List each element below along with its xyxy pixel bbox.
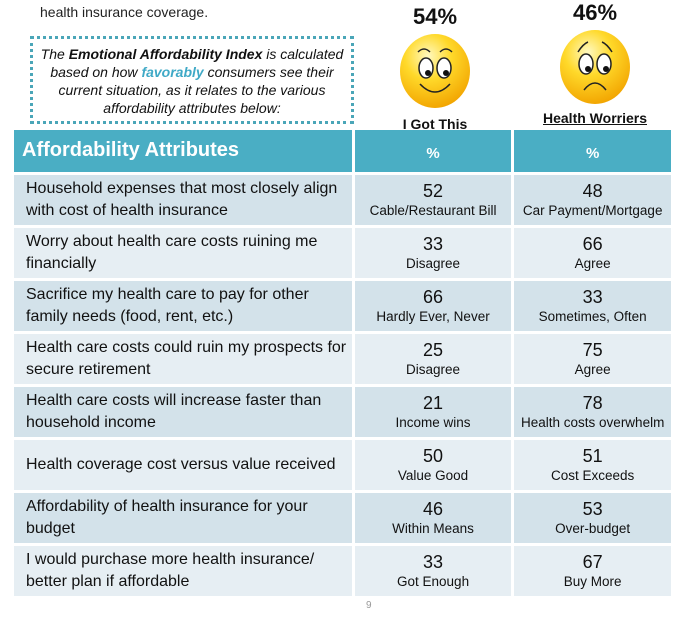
attribute-label: Health care costs will increase faster t…	[14, 385, 355, 440]
favorably-highlight: favorably	[141, 64, 204, 80]
i-got-this-value: 52 Cable/Restaurant Bill	[353, 173, 515, 228]
health-worriers-value: 66 Agree	[512, 226, 674, 281]
value-number: 66	[423, 286, 444, 307]
value-number: 66	[582, 233, 603, 254]
affordability-table: Affordability Attributes % % Household e…	[14, 130, 674, 599]
health-worriers-value: 78 Health costs overwhelm	[512, 385, 674, 440]
value-caption: Got Enough	[397, 573, 470, 589]
attribute-label: Sacrifice my health care to pay for othe…	[14, 279, 355, 334]
group-health-worriers: 46% Health Worriers	[515, 0, 675, 126]
value-caption: Health costs overwhelm	[521, 414, 665, 430]
table-row: Affordability of health insurance for yo…	[14, 491, 674, 546]
health-worriers-value: 33 Sometimes, Often	[512, 279, 674, 334]
info-text: consumers see their current situation, a…	[58, 64, 334, 116]
health-worriers-value: 75 Agree	[512, 332, 674, 387]
info-box: The Emotional Affordability Index is cal…	[30, 36, 354, 124]
group-label: I Got This	[402, 116, 468, 132]
value-number: 53	[582, 498, 603, 519]
worried-face-icon	[560, 30, 630, 104]
i-got-this-value: 33 Disagree	[353, 226, 515, 281]
group-percent: 54%	[412, 4, 458, 29]
attribute-label: Household expenses that most closely ali…	[14, 173, 355, 228]
value-number: 75	[582, 339, 603, 360]
value-number: 78	[582, 392, 603, 413]
value-caption: Disagree	[406, 255, 461, 271]
value-caption: Within Means	[392, 520, 474, 536]
value-caption: Agree	[574, 255, 611, 271]
cut-off-text: health insurance coverage.	[40, 4, 209, 20]
i-got-this-value: 21 Income wins	[353, 385, 515, 440]
value-caption: Income wins	[395, 414, 471, 430]
value-number: 21	[423, 392, 444, 413]
i-got-this-value: 50 Value Good	[353, 438, 515, 493]
page-number: 9	[366, 600, 372, 611]
group-i-got-this: 54% I Got This	[355, 0, 515, 132]
info-text: is calculated based on how	[50, 46, 344, 80]
value-caption: Hardly Ever, Never	[376, 308, 490, 324]
value-number: 33	[582, 286, 603, 307]
table-row: Household expenses that most closely ali…	[14, 173, 674, 228]
index-name: Emotional Affordability Index	[68, 46, 263, 62]
health-worriers-value: 53 Over-budget	[512, 491, 674, 546]
health-worriers-value: 48 Car Payment/Mortgage	[512, 173, 674, 228]
value-number: 33	[423, 233, 444, 254]
table-header: Affordability Attributes % %	[14, 130, 674, 175]
value-number: 46	[423, 498, 444, 519]
header-percent-health-worriers: %	[512, 130, 674, 175]
value-number: 52	[423, 180, 444, 201]
header-attributes: Affordability Attributes	[14, 130, 355, 175]
value-number: 33	[423, 551, 444, 572]
info-text: The	[40, 46, 69, 62]
health-worriers-value: 51 Cost Exceeds	[512, 438, 674, 493]
value-caption: Disagree	[406, 361, 461, 377]
group-percent: 46%	[572, 0, 618, 25]
table-row: Sacrifice my health care to pay for othe…	[14, 279, 674, 334]
value-caption: Value Good	[397, 467, 469, 483]
value-caption: Agree	[574, 361, 611, 377]
value-caption: Over-budget	[555, 520, 631, 536]
i-got-this-value: 25 Disagree	[353, 332, 515, 387]
value-number: 48	[582, 180, 603, 201]
value-number: 67	[582, 551, 603, 572]
table-row: Health care costs will increase faster t…	[14, 385, 674, 440]
table-row: Health coverage cost versus value receiv…	[14, 438, 674, 493]
attribute-label: Worry about health care costs ruining me…	[14, 226, 355, 281]
value-caption: Car Payment/Mortgage	[522, 202, 663, 218]
header-percent-i-got-this: %	[353, 130, 515, 175]
attribute-label: Health coverage cost versus value receiv…	[14, 438, 355, 493]
attribute-label: Affordability of health insurance for yo…	[14, 491, 355, 546]
attribute-label: Health care costs could ruin my prospect…	[14, 332, 355, 387]
health-worriers-value: 67 Buy More	[512, 544, 674, 599]
group-label: Health Worriers	[543, 110, 647, 126]
value-caption: Buy More	[563, 573, 622, 589]
value-number: 50	[423, 445, 444, 466]
value-number: 51	[582, 445, 603, 466]
value-caption: Cost Exceeds	[551, 467, 635, 483]
i-got-this-value: 46 Within Means	[353, 491, 515, 546]
attribute-label: I would purchase more health insurance/ …	[14, 544, 355, 599]
i-got-this-value: 33 Got Enough	[353, 544, 515, 599]
table-row: Health care costs could ruin my prospect…	[14, 332, 674, 387]
value-caption: Cable/Restaurant Bill	[369, 202, 497, 218]
i-got-this-value: 66 Hardly Ever, Never	[353, 279, 515, 334]
value-number: 25	[423, 339, 444, 360]
value-caption: Sometimes, Often	[538, 308, 647, 324]
table-row: I would purchase more health insurance/ …	[14, 544, 674, 599]
happy-face-icon	[400, 34, 470, 108]
table-row: Worry about health care costs ruining me…	[14, 226, 674, 281]
